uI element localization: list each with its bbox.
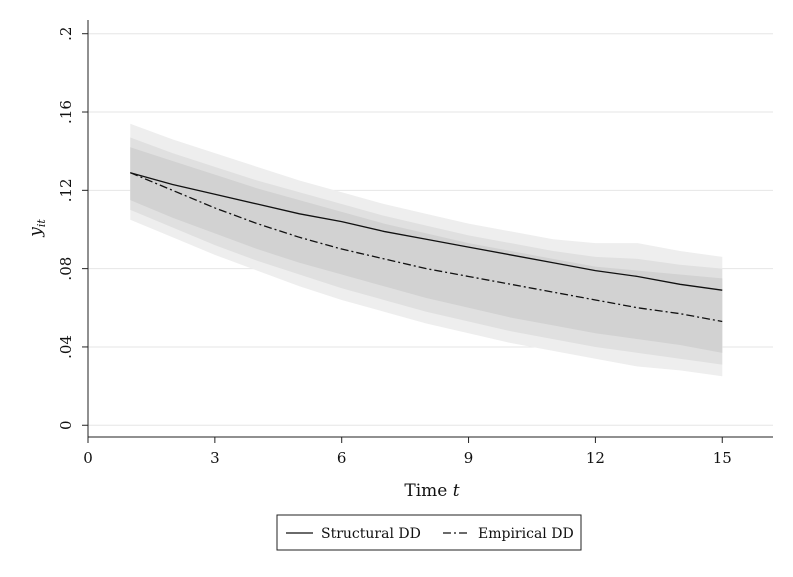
x-axis-title-var: t xyxy=(453,481,460,501)
y-tick-label: 0 xyxy=(57,420,75,430)
axes: 0 .04 .08 .12 .16 .2 0 3 6 9 12 15 xyxy=(57,20,773,467)
inner-band xyxy=(130,147,723,353)
series-lines xyxy=(130,172,723,323)
x-tick-label: 9 xyxy=(464,449,474,467)
x-tick-label: 3 xyxy=(210,449,220,467)
y-axis-title: yit xyxy=(26,219,48,238)
y-tick-label: .16 xyxy=(57,100,75,124)
legend-label-empirical: Empirical DD xyxy=(478,526,574,542)
x-axis-title-text: Time xyxy=(404,481,447,501)
legend: Structural DD Empirical DD xyxy=(276,514,582,551)
y-tick-label: .08 xyxy=(57,257,75,281)
y-tick-label: .12 xyxy=(57,178,75,202)
x-tick-label: 0 xyxy=(83,449,93,467)
x-axis-title: Time t xyxy=(404,481,459,501)
x-tick-label: 15 xyxy=(713,449,732,467)
y-axis-title-subscript: it xyxy=(35,219,48,228)
series-line-structural-dd xyxy=(130,172,723,291)
x-tick-label: 12 xyxy=(586,449,605,467)
y-tick-label: .2 xyxy=(57,27,75,41)
series-line-empirical-dd xyxy=(130,172,723,323)
y-axis-title-var: y xyxy=(26,227,46,238)
legend-label-structural: Structural DD xyxy=(321,526,421,542)
legend-box xyxy=(276,514,582,551)
confidence-bands xyxy=(130,123,723,377)
y-tick-label: .04 xyxy=(57,335,75,359)
x-tick-label: 6 xyxy=(337,449,347,467)
